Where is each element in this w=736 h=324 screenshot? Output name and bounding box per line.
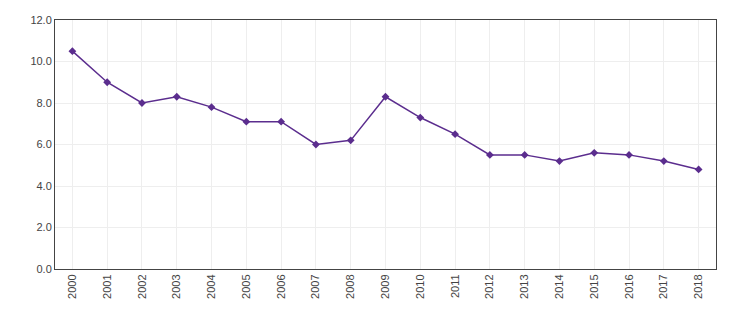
svg-text:10.0: 10.0 [30,55,51,67]
svg-text:2003: 2003 [170,274,182,298]
svg-text:2014: 2014 [553,274,565,298]
svg-text:2017: 2017 [657,274,669,298]
svg-text:12.0: 12.0 [30,14,51,26]
svg-text:2002: 2002 [136,274,148,298]
svg-text:2012: 2012 [483,274,495,298]
svg-text:2015: 2015 [588,274,600,298]
svg-text:2013: 2013 [518,274,530,298]
svg-text:2001: 2001 [101,274,113,298]
svg-text:6.0: 6.0 [37,138,52,150]
svg-text:2018: 2018 [692,274,704,298]
svg-text:2005: 2005 [240,274,252,298]
svg-text:4.0: 4.0 [37,180,52,192]
svg-text:0.0: 0.0 [37,263,52,275]
svg-text:2004: 2004 [205,274,217,298]
svg-text:2007: 2007 [309,274,321,298]
svg-text:2010: 2010 [414,274,426,298]
svg-text:2000: 2000 [66,274,78,298]
svg-text:2009: 2009 [379,274,391,298]
svg-text:2011: 2011 [449,274,461,298]
svg-text:2.0: 2.0 [37,221,52,233]
svg-text:8.0: 8.0 [37,97,52,109]
svg-text:2016: 2016 [623,274,635,298]
svg-text:2008: 2008 [344,274,356,298]
svg-text:2006: 2006 [275,274,287,298]
